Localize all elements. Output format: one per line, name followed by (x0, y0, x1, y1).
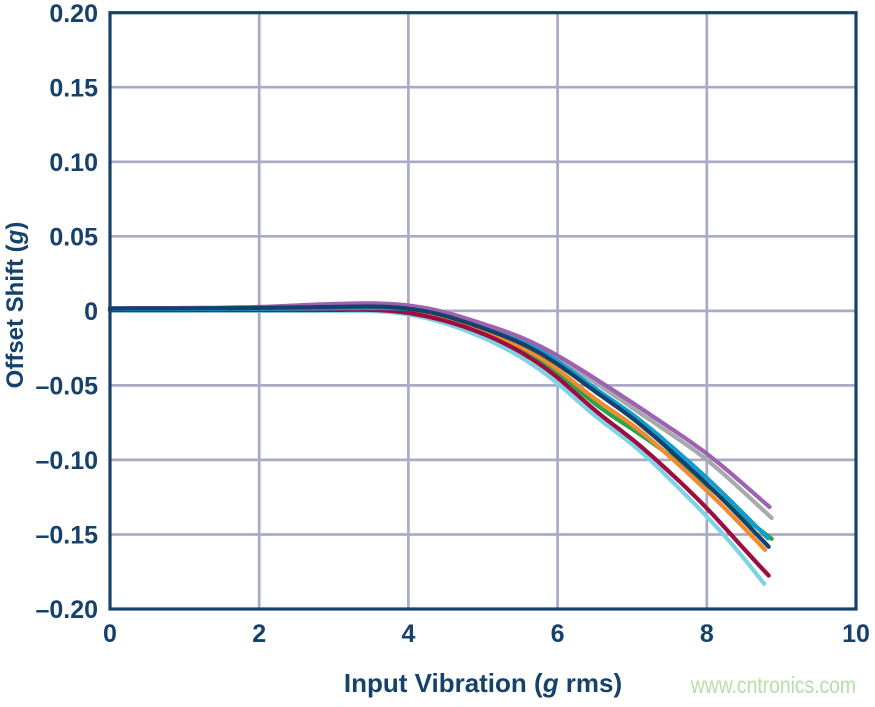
svg-text:4: 4 (401, 620, 415, 648)
svg-text:–0.05: –0.05 (35, 373, 98, 401)
svg-text:6: 6 (551, 620, 565, 648)
svg-text:0: 0 (84, 298, 98, 326)
svg-text:–0.10: –0.10 (35, 447, 98, 475)
svg-text:10: 10 (842, 620, 870, 648)
svg-text:–0.20: –0.20 (35, 596, 98, 624)
svg-text:0.15: 0.15 (49, 74, 98, 102)
svg-text:0.05: 0.05 (49, 223, 98, 251)
svg-text:Input Vibration (g rms): Input Vibration (g rms) (344, 668, 622, 698)
svg-text:8: 8 (700, 620, 714, 648)
svg-text:www.cntronics.com: www.cntronics.com (690, 674, 856, 699)
svg-text:–0.15: –0.15 (35, 522, 98, 550)
svg-text:0: 0 (103, 620, 117, 648)
svg-text:Offset Shift (g): Offset Shift (g) (2, 222, 29, 389)
svg-text:0.20: 0.20 (49, 0, 98, 28)
svg-text:0.10: 0.10 (49, 149, 98, 177)
svg-text:2: 2 (252, 620, 266, 648)
